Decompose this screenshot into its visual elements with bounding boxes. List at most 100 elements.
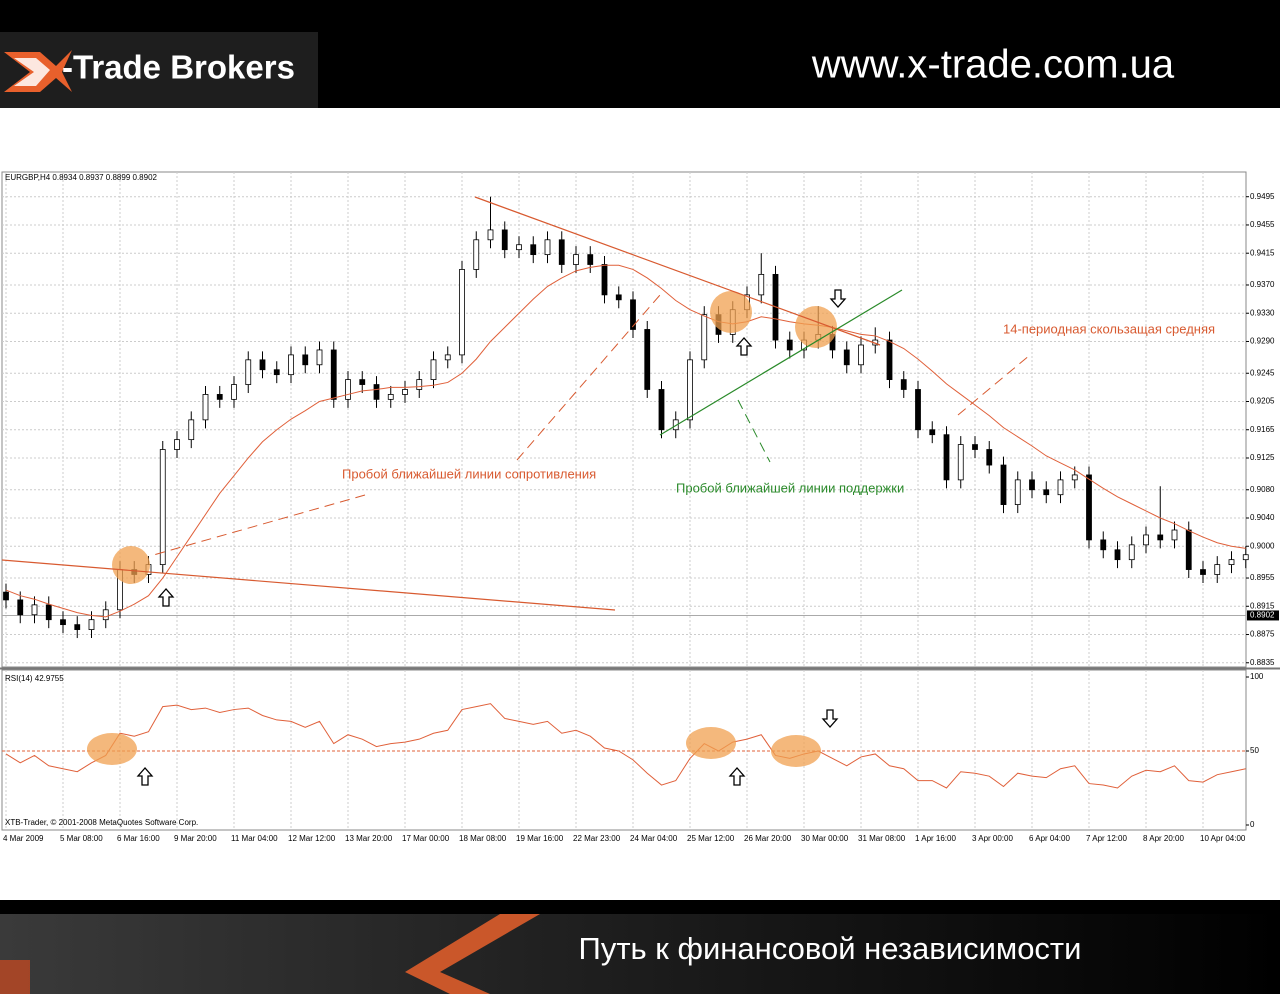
highlight	[795, 306, 837, 348]
candle-body	[1043, 489, 1050, 496]
slogan: Путь к финансовой независимости	[579, 931, 1082, 966]
highlight	[710, 291, 752, 333]
x-tick-label: 10 Apr 04:00	[1200, 834, 1246, 843]
candle-body	[1086, 474, 1092, 541]
y-tick-label: 0.9415	[1250, 248, 1275, 257]
candle-body	[1128, 544, 1135, 561]
candle-body	[957, 444, 964, 481]
x-tick-label: 22 Mar 23:00	[573, 834, 621, 843]
candle-body	[416, 379, 423, 390]
pointer-line	[957, 354, 1031, 416]
rsi-panel	[1, 669, 1247, 831]
candle-body	[273, 369, 280, 376]
y-tick-label: 0.8875	[1250, 630, 1275, 639]
y-tick-label: 0.9495	[1250, 192, 1275, 201]
candle-body	[1185, 529, 1192, 570]
logo-text: -Trade Brokers	[62, 49, 295, 86]
candle-body	[758, 273, 765, 296]
y-tick-label: 0.9370	[1250, 280, 1275, 289]
up-arrow	[157, 588, 175, 607]
candle-body	[1114, 549, 1121, 561]
x-tick-label: 11 Mar 04:00	[231, 834, 278, 843]
candle-body	[1000, 464, 1007, 505]
x-tick-label: 6 Apr 04:00	[1029, 834, 1070, 843]
logo-mark-inner	[14, 58, 50, 86]
rsi-line	[5, 703, 1246, 789]
candle-body	[473, 239, 480, 270]
y-tick-label: 0.9080	[1250, 485, 1275, 494]
candle-body	[216, 394, 223, 400]
candle-body	[587, 254, 594, 265]
up-arrow	[136, 767, 154, 786]
candle-body	[302, 354, 309, 366]
candle-body	[387, 394, 394, 400]
x-tick-label: 4 Mar 2009	[3, 834, 44, 843]
candle-body	[573, 254, 579, 265]
y-tick-label: 0.9205	[1250, 397, 1275, 406]
x-tick-label: 1 Apr 16:00	[915, 834, 956, 843]
highlight	[771, 735, 821, 767]
y-tick-label: 0.9290	[1250, 337, 1275, 346]
candle-body	[188, 419, 195, 441]
y-tick-label: 0.8835	[1250, 658, 1275, 667]
candle-body	[986, 449, 993, 466]
candle-body	[843, 349, 850, 366]
candle-body	[102, 609, 109, 621]
x-tick-label: 12 Mar 12:00	[288, 834, 336, 843]
x-tick-label: 5 Mar 08:00	[60, 834, 103, 843]
highlight	[112, 546, 150, 584]
candle-body	[88, 619, 95, 630]
up-arrow	[728, 767, 746, 786]
price-panel	[1, 171, 1247, 668]
candle-body	[359, 379, 366, 385]
x-tick-label: 30 Mar 00:00	[801, 834, 849, 843]
candle-body	[558, 239, 565, 265]
candle-body	[1157, 534, 1164, 541]
candle-body	[516, 244, 522, 251]
footer-accent	[0, 960, 30, 994]
footer-gap	[0, 900, 1280, 914]
candle-body	[60, 619, 66, 626]
x-tick-label: 8 Apr 20:00	[1143, 834, 1184, 843]
up-arrow	[735, 337, 753, 356]
candle-body	[74, 624, 81, 630]
down-arrow	[821, 709, 839, 728]
candle-body	[330, 349, 337, 400]
candle-body	[672, 419, 679, 431]
pointer-line	[516, 294, 661, 461]
candle-body	[1029, 479, 1035, 491]
candle-body	[459, 269, 465, 356]
candle-body	[17, 599, 24, 616]
candle-body	[943, 434, 950, 481]
resistance-line	[474, 196, 881, 346]
y-tick-label: 0.9000	[1250, 541, 1275, 550]
pointer-line	[737, 399, 771, 463]
x-tick-label: 9 Mar 20:00	[174, 834, 217, 843]
candle-body	[1214, 564, 1221, 575]
down-arrow	[829, 289, 847, 308]
candle-body	[1014, 479, 1021, 505]
x-tick-label: 17 Mar 00:00	[402, 834, 450, 843]
copyright: XTB-Trader, © 2001-2008 MetaQuotes Softw…	[5, 818, 198, 827]
x-tick-label: 26 Mar 20:00	[744, 834, 792, 843]
candle-body	[288, 354, 294, 376]
y-tick-label: 0.9040	[1250, 513, 1275, 522]
footer-band	[0, 914, 1280, 994]
candle-body	[687, 359, 693, 421]
y-tick-label: 100	[1250, 672, 1264, 681]
y-tick-label: 0	[1250, 820, 1255, 829]
candle-body	[601, 264, 608, 296]
y-tick-label: 0.9330	[1250, 308, 1275, 317]
x-tick-label: 24 Mar 04:00	[630, 834, 678, 843]
x-tick-label: 7 Apr 12:00	[1086, 834, 1127, 843]
y-tick-label: 0.8915	[1250, 601, 1275, 610]
candle-body	[231, 384, 237, 400]
x-tick-label: 3 Apr 00:00	[972, 834, 1013, 843]
x-tick-label: 31 Mar 08:00	[858, 834, 906, 843]
candle-body	[1071, 474, 1078, 481]
candle-body	[615, 294, 622, 301]
candle-body	[900, 379, 907, 390]
candle-body	[501, 229, 508, 251]
candle-body	[402, 389, 408, 395]
